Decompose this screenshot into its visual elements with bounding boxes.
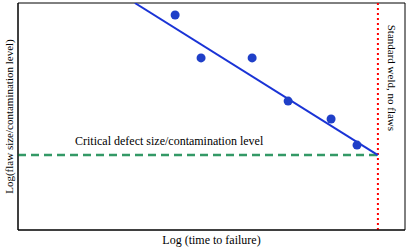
svg-text:Standard weld, no flaws: Standard weld, no flaws xyxy=(386,25,398,131)
svg-text:Log(flaw size/contamination le: Log(flaw size/contamination level) xyxy=(8,39,16,194)
svg-text:Critical defect size/contamina: Critical defect size/contamination level xyxy=(75,134,264,148)
svg-text:Log (time to failure): Log (time to failure) xyxy=(162,233,260,247)
